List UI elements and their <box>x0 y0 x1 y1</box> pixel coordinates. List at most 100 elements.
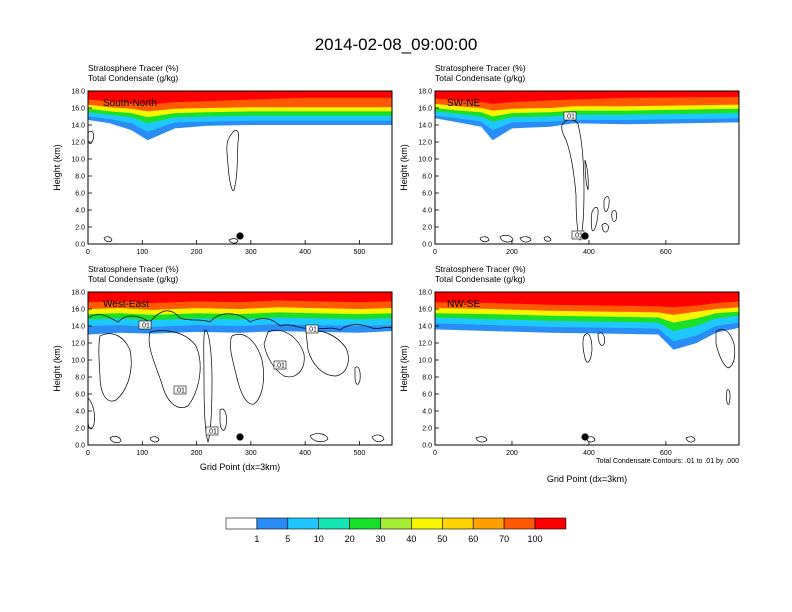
panel-subtitle-condensate: Total Condensate (g/kg) <box>88 73 178 83</box>
x-tick-label: 400 <box>583 249 595 256</box>
y-tick-label: 12.0 <box>418 341 432 348</box>
y-ticks: 0.0 2.0 4.0 6.0 8.0 10.0 12.0 14.0 16.0 18.0 <box>71 89 92 249</box>
condensate-contour <box>543 236 552 242</box>
contour-label-text: .01 <box>565 114 575 121</box>
panel-sw-ne: Stratosphere Tracer (%) Total Condensate… <box>399 63 740 256</box>
y-tick-label: 0.0 <box>75 443 85 450</box>
colorbar-swatch <box>411 517 443 530</box>
colorbar-label: 10 <box>314 534 324 544</box>
colorbar-label: 70 <box>499 534 509 544</box>
y-ticks: 0.0 2.0 4.0 6.0 8.0 10.0 12.0 14.0 16.0 18.0 <box>418 89 439 249</box>
y-ticks: 0.0 2.0 4.0 6.0 8.0 10.0 12.0 14.0 16.0 18.0 <box>71 290 92 450</box>
y-tick-label: 4.0 <box>75 208 85 215</box>
y-axis-label: Height (km) <box>52 345 62 392</box>
figure-title: 2014-02-08_09:00:00 <box>315 35 478 54</box>
condensate-contour <box>309 433 329 443</box>
x-tick-label: 0 <box>86 249 90 256</box>
tracer-field <box>88 292 392 335</box>
x-tick-label: 0 <box>433 249 437 256</box>
x-tick-label: 200 <box>191 450 203 457</box>
y-tick-label: 18.0 <box>418 89 432 96</box>
condensate-contour <box>519 236 532 243</box>
location-marker <box>236 232 244 240</box>
panel-south-north: Stratosphere Tracer (%) Total Condensate… <box>52 63 393 256</box>
x-tick-label: 400 <box>299 249 311 256</box>
condensate-contour <box>87 310 393 331</box>
condensate-contours <box>87 310 393 444</box>
x-tick-label: 0 <box>86 450 90 457</box>
contour-label-text: .01 <box>175 388 185 395</box>
contour-label-box <box>205 426 219 436</box>
condensate-contours <box>479 119 617 243</box>
colorbar-swatch <box>349 517 381 530</box>
panel-west-east: Stratosphere Tracer (%) Total Condensate… <box>52 264 393 472</box>
y-tick-label: 12.0 <box>71 341 85 348</box>
tracer-field <box>435 91 739 141</box>
plot-frame <box>87 90 393 245</box>
condensate-contour <box>582 333 593 363</box>
colorbar-label: 40 <box>406 534 416 544</box>
panel-subtitle-tracer: Stratosphere Tracer (%) <box>88 63 179 73</box>
condensate-contour <box>149 436 160 443</box>
x-axis-label: Grid Point (dx=3km) <box>200 462 280 472</box>
panel-subtitle-tracer: Stratosphere Tracer (%) <box>88 264 179 274</box>
colorbar-swatch <box>472 517 505 530</box>
condensate-contour <box>561 119 585 241</box>
y-tick-label: 6.0 <box>75 392 85 399</box>
x-axis-label: Grid Point (dx=3km) <box>547 474 627 484</box>
location-marker <box>581 232 589 240</box>
contour-label: .01 <box>173 385 187 395</box>
colorbar-label: 5 <box>285 534 290 544</box>
y-tick-label: 2.0 <box>75 225 85 232</box>
contour-label: .01 <box>305 324 319 334</box>
panel-title-nw-se: NW-SE <box>447 299 480 310</box>
colorbar-label: 100 <box>527 534 542 544</box>
plot-frame <box>434 291 740 446</box>
condensate-contour <box>148 330 201 408</box>
y-tick-label: 6.0 <box>75 191 85 198</box>
y-tick-label: 18.0 <box>71 89 85 96</box>
contour-label-box <box>305 324 319 334</box>
y-tick-label: 6.0 <box>422 392 432 399</box>
condensate-contour <box>685 436 696 443</box>
tracer-band-l100 <box>88 292 392 304</box>
y-tick-label: 6.0 <box>422 191 432 198</box>
condensate-contour <box>597 332 605 346</box>
colorbar-swatch <box>225 517 258 530</box>
x-tick-label: 200 <box>191 249 203 256</box>
condensate-contour <box>219 408 227 431</box>
contour-label: .01 <box>563 111 577 121</box>
condensate-contour <box>305 330 349 377</box>
x-tick-label: 600 <box>660 450 672 457</box>
condensate-contour <box>230 334 264 405</box>
x-tick-label: 400 <box>583 450 595 457</box>
panel-title-south-north: South-North <box>103 98 157 109</box>
y-tick-label: 0.0 <box>422 443 432 450</box>
panel-subtitle-condensate: Total Condensate (g/kg) <box>88 274 178 284</box>
colorbar: 1 5 10 20 30 40 50 60 70 100 <box>225 517 567 544</box>
condensate-contour <box>715 329 736 369</box>
condensate-contour <box>611 210 617 222</box>
y-tick-label: 0.0 <box>75 242 85 249</box>
x-tick-label: 500 <box>354 249 366 256</box>
contour-label-box <box>273 360 287 370</box>
colorbar-swatch <box>256 517 289 530</box>
y-tick-label: 2.0 <box>422 426 432 433</box>
y-tick-label: 8.0 <box>422 375 432 382</box>
plot-frame <box>87 291 393 446</box>
contour-label-text: .01 <box>140 323 150 330</box>
tracer-band-l100 <box>435 292 739 308</box>
condensate-contour <box>98 333 132 402</box>
colorbar-label: 30 <box>375 534 385 544</box>
condensate-contour <box>603 196 610 212</box>
panel-subtitle-tracer: Stratosphere Tracer (%) <box>435 264 526 274</box>
y-tick-label: 8.0 <box>75 174 85 181</box>
tracer-field <box>88 91 392 141</box>
y-tick-label: 16.0 <box>71 106 85 113</box>
x-tick-label: 600 <box>660 249 672 256</box>
y-tick-label: 14.0 <box>71 324 85 331</box>
y-tick-label: 16.0 <box>71 307 85 314</box>
y-axis-label: Height (km) <box>399 144 409 191</box>
contour-label-text: .01 <box>275 363 285 370</box>
